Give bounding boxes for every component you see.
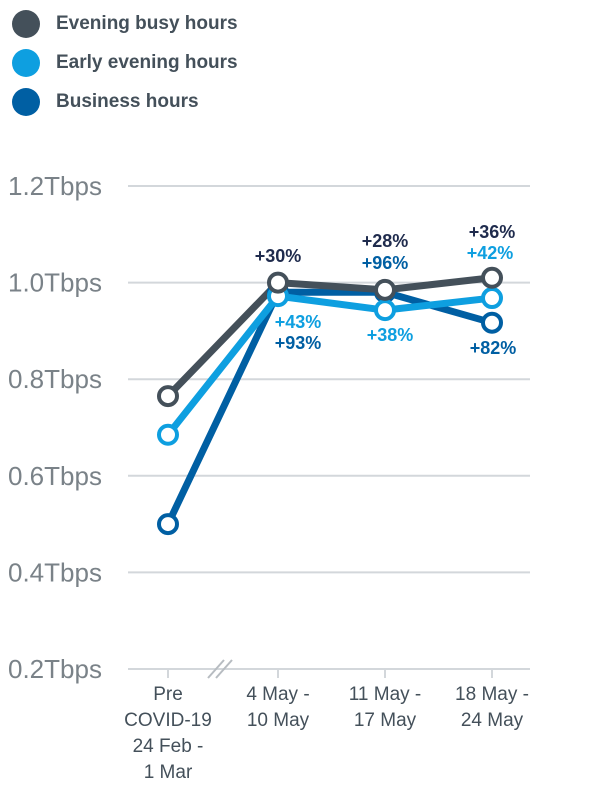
x-tick-label: 18 May -	[455, 684, 529, 705]
data-point	[374, 299, 396, 322]
data-point	[481, 266, 503, 289]
y-tick-label: 0.2Tbps	[8, 654, 102, 684]
y-tick-label: 0.4Tbps	[8, 557, 102, 587]
axis-break-mark	[215, 659, 233, 679]
data-label: +28%	[362, 231, 409, 251]
data-label: +38%	[367, 325, 414, 345]
legend-label-business: Business hours	[56, 90, 199, 112]
series-line-1	[164, 292, 496, 439]
data-label: +82%	[470, 338, 517, 358]
x-tick-label: 4 May -	[246, 684, 309, 705]
legend-swatch-early-evening	[12, 48, 40, 77]
legend-item-early-evening: Early evening hours	[12, 43, 238, 82]
data-label: +36%	[469, 222, 516, 242]
series-line-2	[164, 288, 496, 528]
legend-label-evening-busy: Evening busy hours	[56, 12, 238, 34]
x-tick-label: 17 May	[354, 710, 417, 731]
y-tick-label: 0.6Tbps	[8, 461, 102, 491]
y-tick-label: 0.8Tbps	[8, 364, 102, 394]
y-tick-label: 1.0Tbps	[8, 268, 102, 298]
legend-label-early-evening: Early evening hours	[56, 51, 238, 73]
data-point	[267, 271, 289, 294]
data-label: +93%	[275, 333, 322, 353]
series-line-0	[164, 274, 496, 400]
data-point	[374, 278, 396, 301]
data-point	[157, 513, 179, 536]
legend: Evening busy hours Early evening hours B…	[12, 4, 238, 121]
legend-item-evening-busy: Evening busy hours	[12, 4, 238, 43]
data-point	[481, 311, 503, 334]
data-point	[157, 385, 179, 408]
legend-swatch-evening-busy	[12, 9, 40, 38]
legend-swatch-business	[12, 87, 40, 116]
x-tick-label: Pre	[153, 684, 183, 705]
data-point	[157, 423, 179, 446]
axis-break-mark	[207, 659, 225, 679]
data-point	[481, 287, 503, 310]
legend-item-business: Business hours	[12, 82, 238, 121]
x-tick-label: 10 May	[247, 710, 310, 731]
x-tick-label: 24 Feb -	[133, 736, 204, 757]
data-label: +96%	[362, 253, 409, 273]
data-label: +43%	[275, 312, 322, 332]
x-tick-label: 24 May	[461, 710, 524, 731]
x-tick-label: 11 May -	[349, 684, 422, 705]
x-tick-label: COVID-19	[124, 710, 212, 731]
x-tick-label: 1 Mar	[144, 762, 193, 783]
y-tick-label: 1.2Tbps	[8, 171, 102, 201]
data-label: +42%	[467, 243, 514, 263]
data-label: +30%	[255, 246, 302, 266]
